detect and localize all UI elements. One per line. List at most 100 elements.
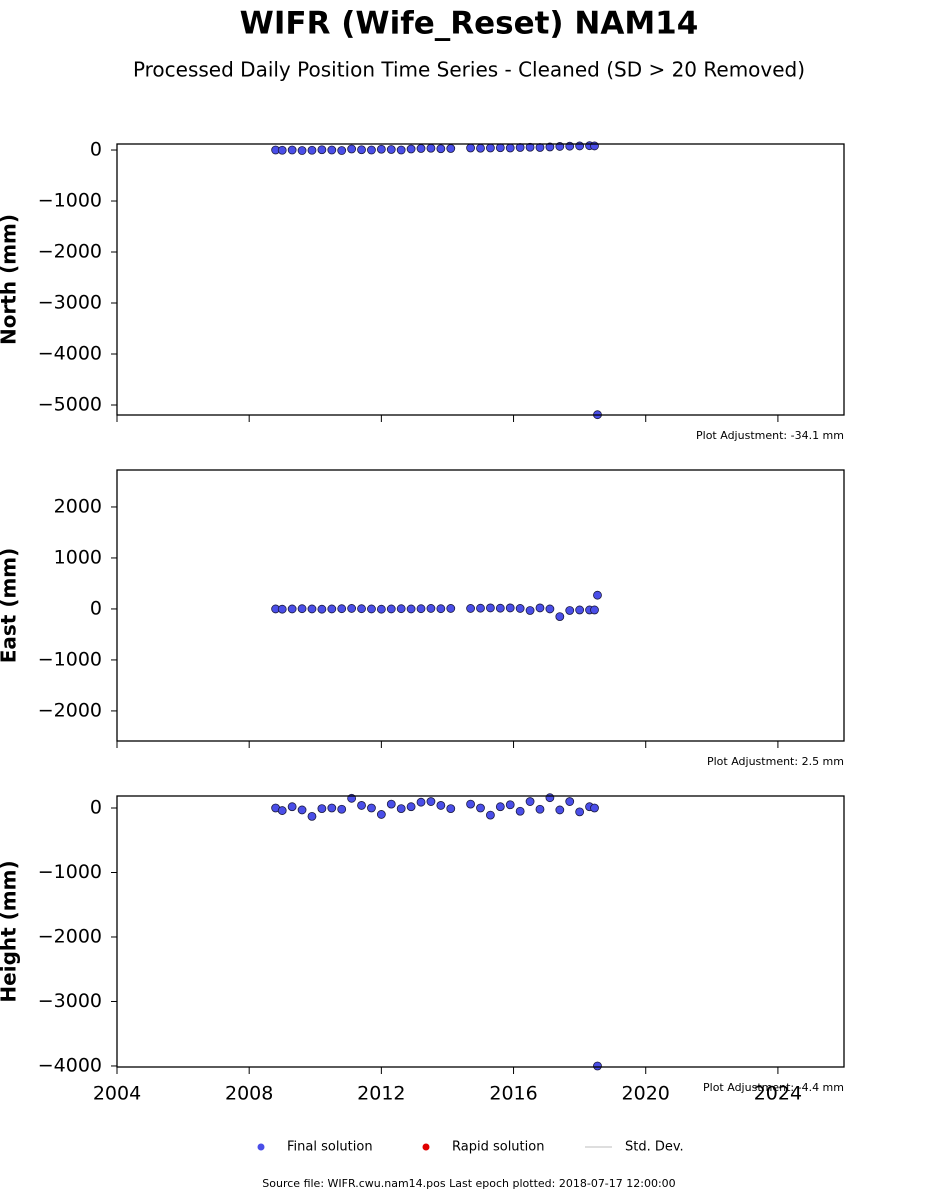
data-point [436, 801, 446, 810]
figure-title: WIFR (Wife_Reset) NAM14 [240, 6, 699, 42]
y-tick-label: −4000 [38, 1054, 102, 1076]
data-point [317, 604, 327, 614]
y-tick-label: 2000 [54, 495, 102, 517]
data-point [575, 807, 585, 817]
data-point [376, 144, 386, 154]
y-tick-label: 0 [90, 597, 102, 619]
data-point [396, 804, 406, 814]
y-tick-label: −1000 [38, 861, 102, 883]
data-point [376, 810, 386, 819]
data-point [297, 604, 307, 614]
x-tick-label: 2012 [357, 1083, 405, 1105]
data-point [327, 604, 337, 614]
data-point [515, 806, 525, 816]
y-tick-label: −3000 [38, 292, 102, 314]
data-point [486, 143, 495, 153]
y-axis-label: East (mm) [0, 548, 21, 664]
figure-subtitle: Processed Daily Position Time Series - C… [133, 58, 805, 82]
data-point [347, 144, 357, 154]
y-tick-label: −2000 [38, 925, 102, 947]
data-point [426, 143, 436, 153]
data-point [386, 604, 396, 614]
data-point [495, 143, 505, 153]
y-axis-label: North (mm) [0, 214, 21, 345]
data-point [367, 803, 376, 813]
data-point [446, 604, 456, 613]
data-point [307, 604, 317, 614]
data-point [406, 604, 416, 614]
footer: Source file: WIFR.cwu.nam14.pos Last epo… [262, 1177, 675, 1190]
y-tick-label: −1000 [38, 190, 102, 212]
data-point [466, 604, 475, 613]
data-point [565, 797, 575, 806]
data-point [376, 604, 386, 614]
data-point [505, 800, 515, 810]
data-point [495, 802, 505, 812]
data-point [593, 590, 602, 600]
data-point [436, 144, 446, 154]
data-point [386, 799, 396, 809]
data-point [525, 606, 535, 615]
data-point [466, 143, 475, 153]
data-point [515, 604, 525, 613]
data-point [555, 612, 565, 621]
data-point [386, 145, 396, 154]
data-point [337, 146, 347, 155]
data-point [416, 797, 426, 807]
data-point [396, 604, 406, 614]
data-point [505, 143, 515, 153]
y-tick-label: 0 [90, 796, 102, 818]
y-tick-label: −1000 [38, 648, 102, 670]
data-point [505, 603, 515, 613]
data-point [476, 803, 485, 813]
data-point [436, 604, 446, 614]
y-tick-label: −2000 [38, 699, 102, 721]
y-tick-label: −4000 [38, 343, 102, 365]
data-point [416, 604, 426, 614]
data-point [426, 797, 436, 806]
legend-marker [422, 1143, 430, 1151]
plot-adjustment: Plot Adjustment: 2.5 mm [707, 755, 844, 768]
plot-frame [116, 143, 845, 416]
data-point [476, 603, 485, 613]
data-point [590, 141, 599, 151]
data-point [287, 802, 297, 812]
x-tick-label: 2008 [225, 1083, 273, 1105]
data-point [535, 143, 545, 152]
data-point [277, 604, 287, 614]
data-point [555, 805, 565, 815]
data-point [287, 604, 297, 614]
data-point [367, 145, 376, 155]
legend-label: Rapid solution [452, 1140, 544, 1155]
data-point [357, 801, 366, 810]
data-point [416, 144, 426, 153]
data-point [327, 803, 337, 813]
data-point [495, 603, 505, 613]
data-point [357, 604, 366, 614]
plot-adjustment: Plot Adjustment: -34.1 mm [696, 429, 844, 442]
data-point [525, 797, 535, 806]
data-point [590, 605, 599, 615]
data-point [593, 1061, 602, 1071]
data-point [515, 143, 525, 152]
data-point [307, 811, 317, 821]
legend-marker [257, 1143, 265, 1151]
y-tick-label: −2000 [38, 241, 102, 263]
data-point [426, 604, 436, 613]
x-tick-label: 2024 [754, 1083, 802, 1105]
data-point [545, 604, 555, 614]
data-point [535, 603, 545, 613]
data-point [357, 145, 366, 155]
data-point [297, 805, 307, 815]
data-point [476, 143, 485, 153]
x-tick-label: 2020 [622, 1083, 670, 1105]
data-point [337, 804, 347, 814]
plot-frame [116, 795, 845, 1068]
plot-adjustment: Plot Adjustment: -4.4 mm [703, 1081, 844, 1094]
y-tick-label: 0 [90, 139, 102, 161]
data-point [486, 603, 495, 613]
data-point [545, 793, 555, 803]
data-point [396, 145, 406, 155]
data-point [287, 145, 297, 155]
